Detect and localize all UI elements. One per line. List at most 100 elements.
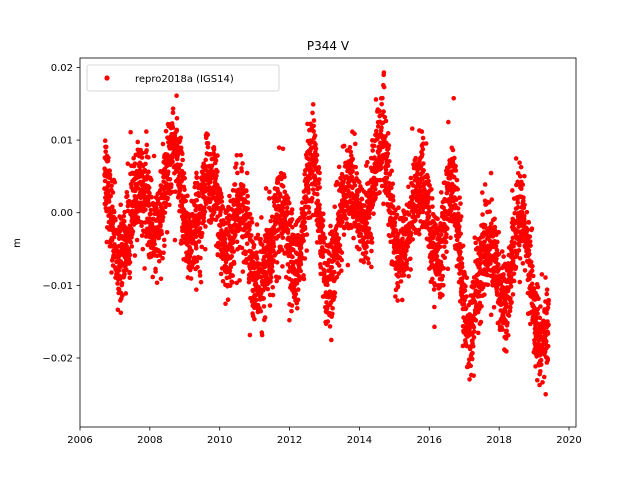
data-point bbox=[408, 175, 414, 181]
data-point bbox=[361, 259, 367, 265]
data-point bbox=[163, 204, 168, 210]
data-point bbox=[462, 288, 468, 293]
data-point bbox=[314, 191, 320, 197]
data-point bbox=[280, 264, 285, 269]
data-point bbox=[304, 248, 310, 253]
data-point bbox=[460, 276, 465, 281]
data-point bbox=[454, 237, 460, 243]
data-point bbox=[194, 197, 200, 203]
data-point bbox=[425, 174, 430, 180]
data-point bbox=[460, 343, 466, 349]
data-point bbox=[239, 209, 245, 214]
data-point bbox=[426, 178, 431, 184]
data-point bbox=[287, 200, 292, 206]
data-point bbox=[149, 221, 155, 226]
data-point bbox=[105, 184, 111, 189]
data-point bbox=[201, 161, 206, 166]
data-point bbox=[254, 250, 259, 255]
data-point bbox=[109, 270, 114, 275]
data-point bbox=[373, 195, 378, 201]
data-point bbox=[473, 240, 478, 246]
data-point bbox=[295, 297, 301, 303]
data-point bbox=[348, 149, 354, 155]
data-point bbox=[498, 281, 504, 287]
data-point bbox=[521, 198, 526, 204]
data-point bbox=[406, 184, 411, 190]
data-point bbox=[473, 318, 479, 323]
data-point bbox=[205, 144, 211, 150]
data-point bbox=[174, 115, 180, 121]
data-point bbox=[328, 223, 333, 229]
data-point bbox=[161, 250, 166, 256]
data-point bbox=[373, 97, 379, 102]
data-point bbox=[316, 165, 322, 170]
data-point bbox=[354, 171, 360, 176]
data-point bbox=[432, 282, 438, 288]
data-point bbox=[302, 219, 307, 225]
data-point bbox=[202, 209, 208, 214]
data-point bbox=[170, 110, 176, 116]
data-point bbox=[346, 188, 351, 194]
data-point bbox=[496, 262, 501, 267]
data-point bbox=[395, 298, 400, 303]
data-point bbox=[183, 198, 188, 204]
data-point bbox=[545, 357, 551, 363]
data-point bbox=[350, 168, 355, 174]
data-point bbox=[290, 225, 295, 230]
data-point bbox=[162, 243, 167, 249]
data-point bbox=[358, 233, 364, 238]
data-point bbox=[244, 241, 250, 246]
data-point bbox=[508, 305, 513, 310]
data-point bbox=[517, 256, 523, 261]
data-point bbox=[180, 157, 185, 163]
data-point bbox=[201, 218, 207, 224]
data-point bbox=[149, 177, 154, 183]
data-point bbox=[393, 228, 399, 233]
data-point bbox=[527, 234, 533, 239]
data-point bbox=[528, 259, 534, 265]
data-point bbox=[371, 211, 376, 216]
x-tick-label: 2018 bbox=[486, 435, 511, 446]
data-point bbox=[392, 220, 398, 225]
data-point bbox=[504, 304, 510, 310]
data-point bbox=[306, 187, 311, 192]
data-point bbox=[128, 129, 133, 135]
data-point bbox=[280, 205, 286, 211]
data-point bbox=[387, 158, 392, 164]
data-point bbox=[396, 205, 401, 210]
data-point bbox=[274, 278, 279, 284]
data-point bbox=[458, 249, 463, 255]
data-point bbox=[146, 155, 151, 160]
data-point bbox=[202, 205, 207, 210]
data-point bbox=[259, 332, 265, 338]
data-point bbox=[280, 184, 286, 189]
data-point bbox=[330, 311, 335, 317]
data-point bbox=[513, 264, 519, 270]
data-point bbox=[450, 147, 456, 153]
data-point bbox=[211, 147, 217, 152]
data-point bbox=[276, 275, 282, 280]
data-point bbox=[121, 213, 127, 219]
data-point bbox=[313, 146, 319, 152]
data-point bbox=[321, 211, 326, 217]
data-point bbox=[546, 297, 551, 303]
data-point bbox=[408, 230, 414, 236]
data-point bbox=[211, 170, 216, 176]
data-point bbox=[527, 276, 532, 282]
data-point bbox=[386, 222, 391, 228]
data-point bbox=[528, 243, 533, 248]
data-point bbox=[295, 287, 301, 292]
data-point bbox=[193, 234, 199, 239]
data-point bbox=[270, 268, 275, 274]
data-point bbox=[496, 229, 502, 235]
legend-marker bbox=[104, 75, 110, 81]
data-point bbox=[267, 189, 272, 195]
data-point bbox=[383, 167, 389, 173]
data-point bbox=[267, 303, 273, 308]
data-point bbox=[107, 172, 113, 178]
data-point bbox=[298, 268, 303, 274]
data-point bbox=[258, 236, 264, 242]
data-point bbox=[365, 256, 371, 262]
data-point bbox=[490, 234, 496, 239]
